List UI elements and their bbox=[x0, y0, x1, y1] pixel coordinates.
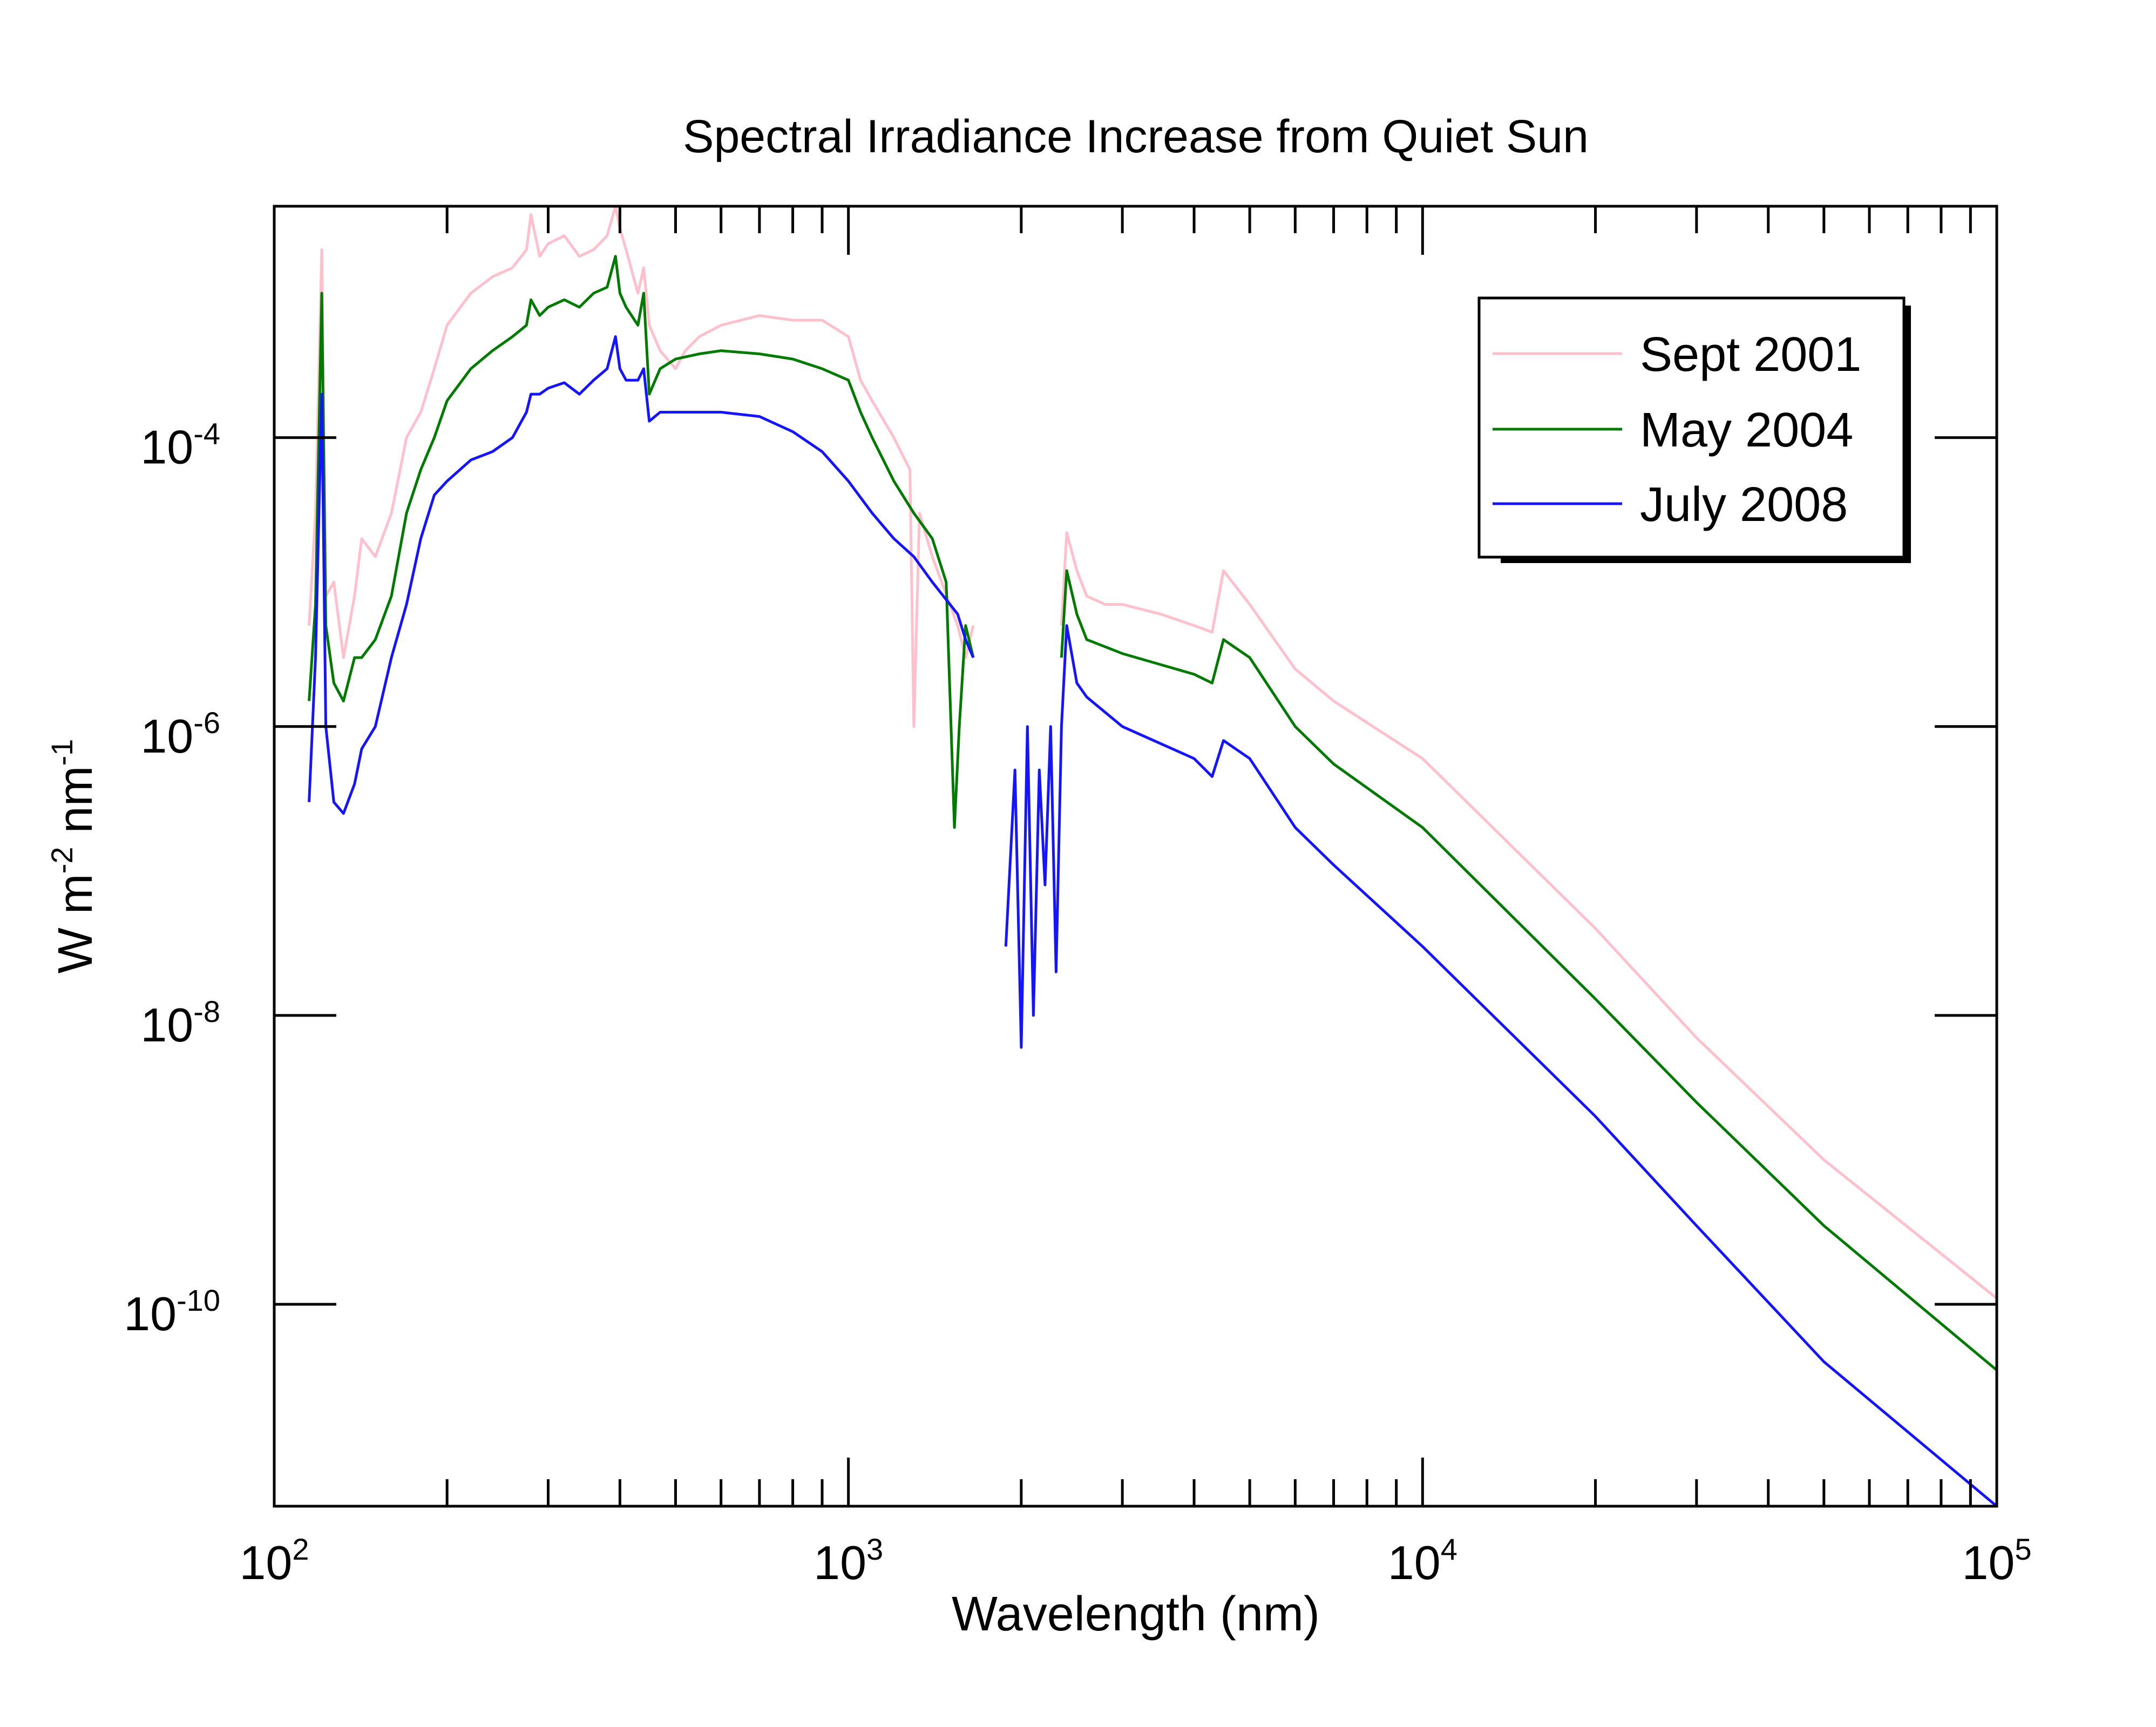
y-tick-label: 10-6 bbox=[140, 706, 220, 763]
series-july-2008 bbox=[308, 335, 1997, 1506]
series-line-2-segment-2 bbox=[1060, 569, 1997, 1371]
x-axis-label: Wavelength (nm) bbox=[952, 1587, 1320, 1641]
x-tick-label: 103 bbox=[813, 1532, 883, 1589]
y-tick-label: 10-4 bbox=[140, 417, 220, 474]
series-line-2-segment-1 bbox=[308, 255, 975, 829]
y-tick-label: 10-8 bbox=[140, 994, 220, 1052]
legend-item: July 2008 bbox=[1493, 478, 1848, 532]
legend-label: May 2004 bbox=[1640, 403, 1853, 457]
legend: Sept 2001 May 2004 July 2008 bbox=[1477, 296, 1911, 563]
x-tick-label: 104 bbox=[1388, 1532, 1457, 1589]
legend-label: Sept 2001 bbox=[1640, 328, 1861, 382]
x-tick-labels: 102 103 104 105 bbox=[239, 1532, 2031, 1589]
chart-title: Spectral Irradiance Increase from Quiet … bbox=[683, 111, 1589, 162]
legend-box bbox=[1477, 296, 1906, 559]
y-tick-labels: 10-4 10-6 10-8 10-10 bbox=[124, 417, 220, 1340]
x-tick-label: 105 bbox=[1962, 1532, 2031, 1589]
y-axis-label: W m-2 nm-1 bbox=[45, 739, 103, 974]
series-line-1-segment-1 bbox=[308, 206, 662, 659]
series-layer bbox=[308, 206, 1997, 1506]
x-tick-label: 102 bbox=[239, 1532, 309, 1589]
y-tick-label: 10-10 bbox=[124, 1283, 220, 1340]
legend-item: Sept 2001 bbox=[1493, 328, 1861, 382]
series-line-1-segment-3 bbox=[1060, 531, 1997, 1299]
plot-frame bbox=[273, 205, 1998, 1508]
series-line-1-segment-2 bbox=[659, 314, 975, 728]
series-line-3-segment-1 bbox=[308, 335, 975, 815]
series-may-2004 bbox=[308, 255, 1997, 1371]
legend-label: July 2008 bbox=[1640, 478, 1848, 532]
ticks-layer bbox=[273, 206, 1998, 1506]
legend-item: May 2004 bbox=[1493, 403, 1853, 457]
series-line-3-segment-2 bbox=[1004, 624, 1997, 1506]
